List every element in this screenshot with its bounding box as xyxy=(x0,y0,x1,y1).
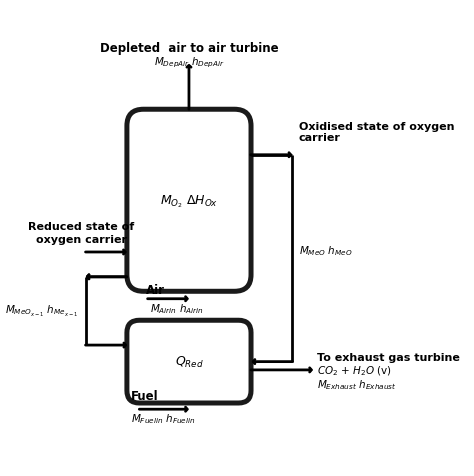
Text: Fuel: Fuel xyxy=(131,390,159,403)
Text: $M_{O_2}$ $\Delta H_{Ox}$: $M_{O_2}$ $\Delta H_{Ox}$ xyxy=(160,193,218,209)
Text: $CO_2$ + $H_2O$ (v): $CO_2$ + $H_2O$ (v) xyxy=(317,363,392,377)
Text: Air: Air xyxy=(146,284,164,297)
Text: To exhaust gas turbine: To exhaust gas turbine xyxy=(317,353,460,363)
Text: Oxidised state of oxygen
carrier: Oxidised state of oxygen carrier xyxy=(299,121,454,143)
Text: Depleted  air to air turbine: Depleted air to air turbine xyxy=(100,41,278,55)
Text: Reduced state of
oxygen carrier: Reduced state of oxygen carrier xyxy=(28,222,135,244)
Text: $M_{Dep Air}$ $h_{Dep Air}$: $M_{Dep Air}$ $h_{Dep Air}$ xyxy=(154,55,224,69)
FancyBboxPatch shape xyxy=(127,320,251,403)
Text: $Q_{Red}$: $Q_{Red}$ xyxy=(174,354,203,369)
Text: $M_{Exhaust}$ $h_{Exhaust}$: $M_{Exhaust}$ $h_{Exhaust}$ xyxy=(317,377,397,391)
FancyBboxPatch shape xyxy=(127,110,251,292)
Text: $M_{Fuel in}$ $h_{Fuel in}$: $M_{Fuel in}$ $h_{Fuel in}$ xyxy=(131,412,195,426)
Text: $M_{Air in}$ $h_{Air in}$: $M_{Air in}$ $h_{Air in}$ xyxy=(150,301,203,315)
Text: $M_{MeO_{x-1}}$ $h_{Me_{x-1}}$: $M_{MeO_{x-1}}$ $h_{Me_{x-1}}$ xyxy=(5,304,78,319)
Text: $M_{MeO}$ $h_{MeO}$: $M_{MeO}$ $h_{MeO}$ xyxy=(299,244,352,257)
